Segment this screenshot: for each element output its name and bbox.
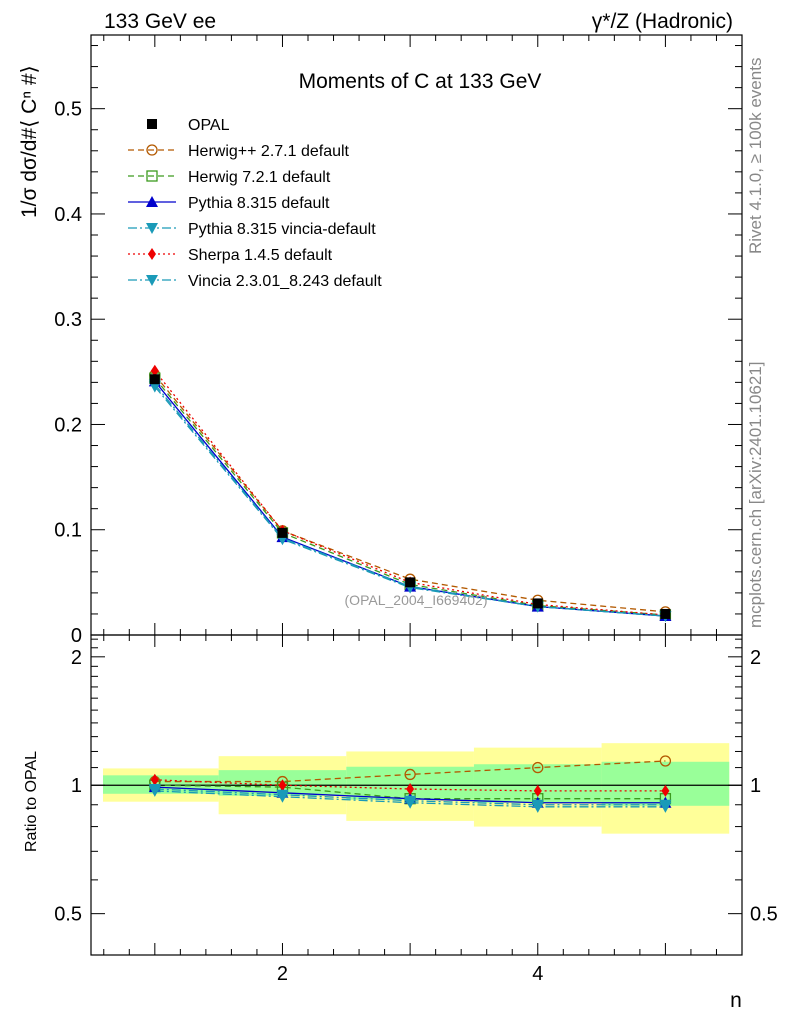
ratio-series-point [661,784,670,797]
main-ylabel: 1/σ dσ/d#⟨ Cⁿ #⟩ [18,65,41,218]
legend-marker [146,275,158,286]
main-series-line [154,374,666,613]
mcplots-label: mcplots.cern.ch [arXiv:2401.10621] [746,362,765,628]
legend-label: Sherpa 1.4.5 default [188,247,333,264]
legend-marker [148,248,156,260]
ratio-series-point [276,789,289,801]
rivet-label: Rivet 4.1.0, ≥ 100k events [746,58,765,254]
legend-label: Herwig 7.2.1 default [188,169,331,186]
y-tick-label-right: 1 [750,775,761,797]
y-tick-label: 0 [71,625,82,647]
ratio-series-point [531,799,544,811]
opal-data-point [277,527,288,538]
legend-label: Pythia 8.315 default [188,195,330,212]
x-tick-label: 2 [277,963,288,985]
main-series-point [150,364,159,377]
legend-marker [146,170,158,182]
ratio-series-point [533,784,542,797]
ratio-series-point [278,779,287,792]
ratio-series-point [406,782,415,795]
ratio-series-point [404,795,417,807]
main-series-line [154,370,666,616]
header-right: γ*/Z (Hadronic) [592,10,733,33]
ratio-series-point [532,761,544,774]
legend-marker [146,223,158,234]
y-tick-label-right: 0.5 [750,904,778,926]
ratio-series-point [659,755,672,767]
ratio-series-line [154,760,666,783]
opal-data-point [660,608,671,619]
y-tick-label: 0.4 [54,204,82,226]
ratio-series-point [150,773,159,786]
legend-marker [147,119,157,129]
y-tick-label-right: 2 [750,647,761,669]
legend-marker [146,196,158,207]
opal-data-point [405,577,416,588]
ratio-series-point [404,768,416,781]
legend-label: Vincia 2.3.01_8.243 default [188,273,382,290]
legend-label: Herwig++ 2.7.1 default [188,143,350,160]
ratio-series-point [659,799,672,811]
opal-data-point [532,598,543,609]
main-series-line [154,377,666,616]
y-tick-label: 1 [71,775,82,797]
legend-label: OPAL [188,117,230,134]
y-tick-label: 0.5 [54,99,82,121]
opal-data-point [149,374,160,385]
main-panel: 0 0.1 0.2 0.3 0.4 0.5 [54,34,743,647]
header-left: 133 GeV ee [104,10,216,33]
xlabel: n [730,989,742,1012]
watermark: (OPAL_2004_I669402) [345,592,488,608]
legend: OPAL Herwig++ 2.7.1 default Herwig 7.2.1 d… [128,117,382,290]
legend-label: Pythia 8.315 vincia-default [188,221,376,238]
y-tick-label: 0.3 [54,309,82,331]
ratio-ylabel: Ratio to OPAL [23,751,40,852]
y-tick-label: 0.5 [54,904,82,926]
ratio-panel: 2 4 0.5 0.5 1 1 2 2 [54,634,778,985]
legend-marker [146,144,158,156]
ratio-series-point [148,783,161,795]
ratio-frame [90,634,743,956]
y-tick-label: 2 [71,647,82,669]
chart-title: Moments of C at 133 GeV [299,70,542,93]
x-tick-label: 4 [532,963,543,985]
y-tick-label: 0.1 [54,520,82,542]
y-tick-label: 0.2 [54,414,82,436]
